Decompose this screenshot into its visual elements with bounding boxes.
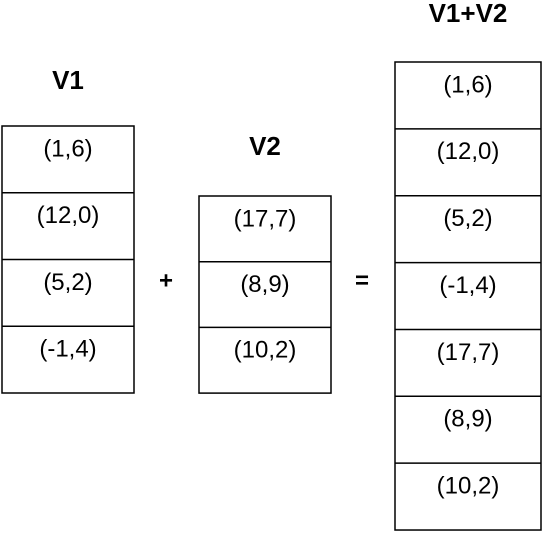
vector-box — [394, 61, 542, 531]
vector-item: (17,7) — [437, 339, 500, 366]
vector-item: (10,2) — [437, 473, 500, 500]
vector-box — [198, 195, 332, 394]
vector-label: V1 — [52, 65, 84, 95]
equals-operator: = — [355, 267, 369, 294]
vector-item: (-1,4) — [439, 272, 496, 299]
vector-label: V2 — [249, 131, 281, 161]
vector-item: (12,0) — [37, 202, 100, 229]
vector-label: V1+V2 — [429, 0, 508, 28]
vector-item: (5,2) — [443, 205, 492, 232]
vector-item: (1,6) — [43, 135, 92, 162]
vector-item: (5,2) — [43, 269, 92, 296]
plus-operator: + — [159, 267, 173, 294]
vector-item: (8,9) — [240, 271, 289, 298]
vector-item: (8,9) — [443, 406, 492, 433]
vector-item: (10,2) — [234, 337, 297, 364]
vector-item: (1,6) — [443, 71, 492, 98]
vector-item: (12,0) — [437, 138, 500, 165]
vector-item: (-1,4) — [39, 336, 96, 363]
vector-item: (17,7) — [234, 205, 297, 232]
